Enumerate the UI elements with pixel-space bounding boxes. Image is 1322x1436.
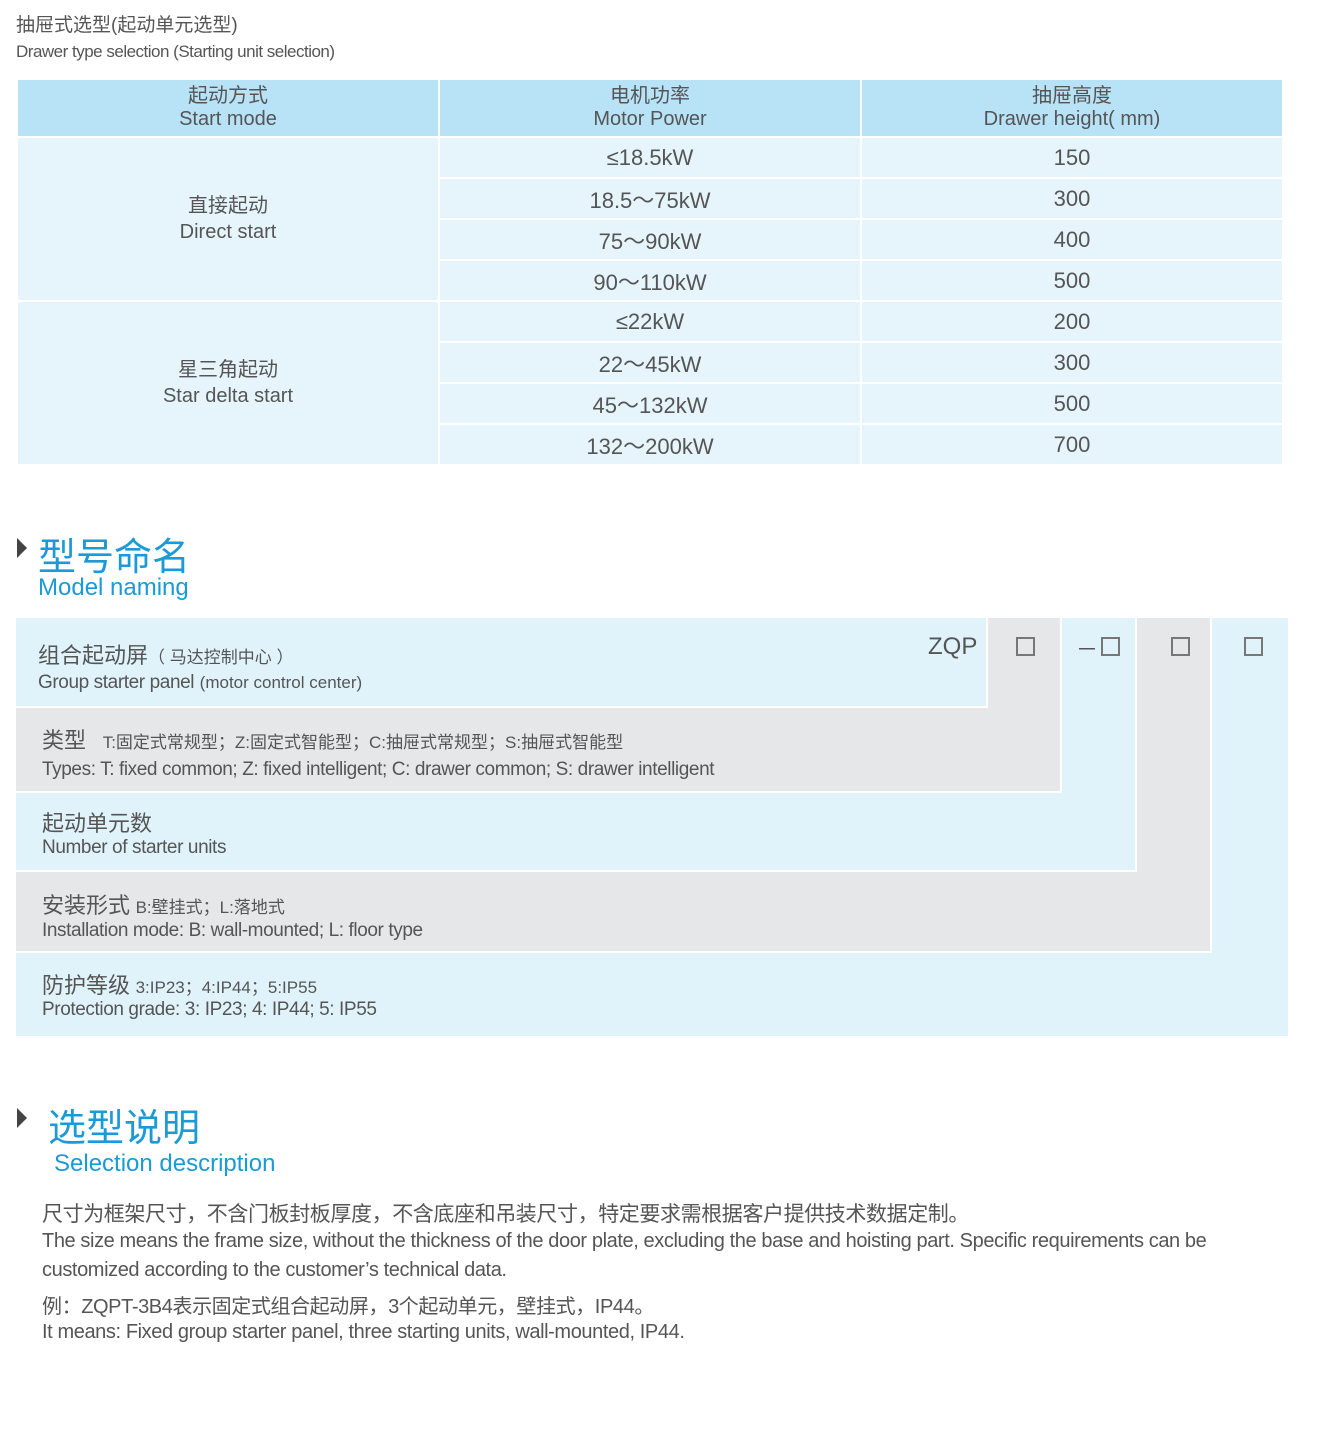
install-label-en: Installation mode: B: wall-mounted; L: f… — [42, 920, 423, 941]
section-title-zh: 抽屉式选型(起动单元选型) — [16, 15, 238, 36]
units-label-en: Number of starter units — [42, 837, 227, 858]
height-cell: 150 — [860, 136, 1284, 179]
protection-label-en: Protection grade: 3: IP23; 4: IP44; 5: I… — [42, 999, 377, 1020]
model-naming-title: 型号命名 — [38, 537, 191, 579]
protection-placeholder-box — [1244, 637, 1263, 656]
example-line-en: It means: Fixed group starter panel, thr… — [42, 1321, 685, 1343]
power-cell: 75～90kW — [438, 218, 862, 261]
table-row: 22～45kW 300 — [17, 341, 1284, 384]
section-arrow-icon — [17, 1108, 27, 1128]
power-cell: ≤22kW — [438, 300, 862, 343]
start-mode-cell: 直接起动 Direct start — [16, 136, 440, 302]
height-cell: 300 — [860, 341, 1284, 384]
selection-title: 选型说明 — [48, 1108, 201, 1150]
table-row: 90～110kW 500 — [17, 259, 1284, 302]
description-line: customized according to the customer’s t… — [42, 1259, 507, 1281]
type-label: 类型 T:固定式常规型；Z:固定式智能型；C:抽屉式常规型；S:抽屉式智能型 — [42, 728, 624, 753]
model-naming-subtitle: Model naming — [38, 574, 189, 601]
power-cell: 132～200kW — [438, 423, 862, 466]
power-cell: 45～132kW — [438, 382, 862, 425]
section-title-en: Drawer type selection (Starting unit sel… — [16, 42, 335, 61]
drawer-selection-table: 起动方式 Start mode 电机功率 Motor Power 抽屉高度 Drawe… — [16, 80, 1284, 466]
model-code: ZQP — [928, 633, 978, 660]
dash: － — [1076, 637, 1099, 662]
height-cell: 700 — [860, 423, 1284, 466]
col-motor-power: 电机功率 Motor Power — [438, 80, 862, 138]
table-row: 45～132kW 500 — [17, 382, 1284, 425]
table-row: 75～90kW 400 — [17, 218, 1284, 261]
section-arrow-icon — [17, 538, 27, 558]
panel-label: 组合起动屏（ 马达控制中心 ） — [38, 643, 294, 668]
start-mode-cell: 星三角起动 Star delta start — [16, 300, 440, 466]
power-cell: 90～110kW — [438, 259, 862, 302]
height-cell: 500 — [860, 259, 1284, 302]
protection-label: 防护等级 3:IP23；4:IP44；5:IP55 — [42, 973, 318, 998]
power-cell: 18.5～75kW — [438, 177, 862, 220]
table-row: 星三角起动 Star delta start ≤22kW 200 — [16, 300, 1284, 466]
panel-label-en: Group starter panel (motor control cente… — [38, 672, 363, 693]
power-cell: 22～45kW — [438, 341, 862, 384]
table-row: 直接起动 Direct start ≤18.5kW 150 — [16, 136, 1284, 302]
example-line: 例：ZQPT-3B4表示固定式组合起动屏，3个起动单元，壁挂式，IP44。 — [42, 1296, 654, 1318]
height-cell: 500 — [860, 382, 1284, 425]
description-line: The size means the frame size, without t… — [42, 1230, 1207, 1252]
description-line: 尺寸为框架尺寸，不含门板封板厚度，不含底座和吊装尺寸，特定要求需根据客户提供技术… — [42, 1203, 969, 1226]
panel-block — [16, 618, 988, 708]
col-drawer-height: 抽屉高度 Drawer height( mm) — [860, 80, 1284, 138]
type-label-en: Types: T: fixed common; Z: fixed intelli… — [42, 759, 715, 780]
type-placeholder-box — [1016, 637, 1035, 656]
col-start-mode: 起动方式 Start mode — [16, 80, 440, 138]
install-placeholder-box — [1171, 637, 1190, 656]
selection-subtitle: Selection description — [54, 1150, 276, 1177]
units-placeholder-box — [1101, 637, 1120, 656]
table-row: 18.5～75kW 300 — [17, 177, 1284, 220]
power-cell: ≤18.5kW — [438, 136, 862, 179]
height-cell: 200 — [860, 300, 1284, 343]
height-cell: 400 — [860, 218, 1284, 261]
units-label: 起动单元数 — [42, 811, 153, 836]
install-label: 安装形式 B:壁挂式；L:落地式 — [42, 893, 285, 918]
table-row: 132～200kW 700 — [17, 423, 1284, 466]
height-cell: 300 — [860, 177, 1284, 220]
